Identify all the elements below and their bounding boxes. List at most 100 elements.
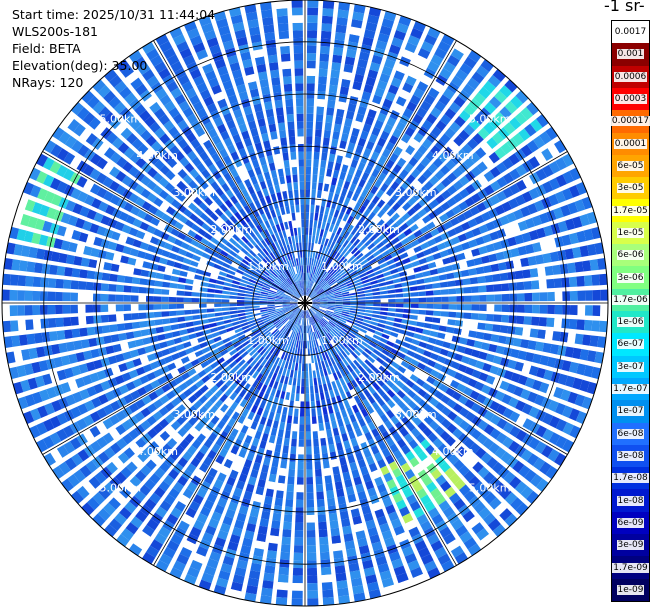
- gate-cell: [385, 379, 395, 389]
- gate-cell: [542, 181, 554, 194]
- gate-cell: [310, 307, 318, 313]
- gate-cell: [324, 313, 332, 318]
- gate-cell: [196, 108, 208, 119]
- gate-cell: [458, 201, 469, 211]
- gate-cell: [317, 514, 327, 523]
- gate-cell: [60, 212, 71, 224]
- gate-cell: [211, 443, 221, 454]
- gate-cell: [470, 286, 479, 293]
- gate-cell: [203, 232, 213, 241]
- gate-cell: [324, 325, 331, 333]
- gate-cell: [413, 229, 423, 238]
- gate-cell: [377, 112, 387, 123]
- gate-cell: [536, 478, 549, 492]
- gate-cell: [222, 262, 231, 269]
- gate-cell: [528, 187, 540, 200]
- gate-cell: [434, 100, 446, 112]
- gate-cell: [459, 188, 470, 199]
- gate-cell: [302, 272, 304, 281]
- gate-cell: [216, 320, 225, 326]
- gate-cell: [330, 527, 340, 537]
- gate-cell: [128, 227, 139, 237]
- gate-cell: [281, 254, 287, 263]
- gate-cell: [444, 264, 453, 272]
- gate-cell: [545, 126, 558, 141]
- gate-cell: [296, 113, 304, 122]
- gate-cell: [260, 222, 267, 231]
- gate-cell: [259, 303, 268, 306]
- gate-cell: [289, 301, 298, 303]
- gate-cell: [321, 445, 328, 454]
- gate-cell: [307, 257, 310, 266]
- gate-cell: [83, 414, 95, 427]
- gate-cell: [256, 224, 263, 233]
- gate-cell: [314, 284, 320, 292]
- gate-cell: [153, 228, 163, 238]
- gate-cell: [255, 281, 264, 287]
- gate-cell: [459, 484, 471, 497]
- colorbar-tick: 3e-05: [612, 177, 649, 200]
- gate-cell: [405, 75, 417, 87]
- gate-cell: [193, 519, 205, 531]
- gate-cell: [363, 29, 376, 40]
- gate-cell: [423, 365, 433, 374]
- gate-cell: [289, 453, 296, 462]
- gate-cell: [316, 259, 321, 268]
- colorbar-tick: 3e-08: [612, 444, 649, 468]
- gate-cell: [527, 255, 537, 266]
- gate-cell: [432, 217, 443, 227]
- gate-cell: [483, 471, 496, 484]
- gate-cell: [274, 298, 283, 301]
- gate-cell: [307, 310, 311, 318]
- gate-cell: [236, 36, 248, 47]
- gate-cell: [264, 256, 272, 264]
- gate-cell: [346, 233, 354, 242]
- gate-cell: [478, 285, 487, 293]
- gate-cell: [568, 318, 578, 330]
- gate-cell: [309, 273, 313, 282]
- gate-cell: [389, 443, 399, 454]
- gate-cell: [429, 352, 439, 361]
- gate-cell: [310, 204, 315, 213]
- gate-cell: [137, 62, 151, 75]
- gate-cell: [125, 522, 139, 535]
- gate-cell: [353, 395, 362, 404]
- gate-cell: [153, 368, 163, 378]
- gate-cell: [34, 218, 45, 231]
- gate-cell: [469, 205, 480, 216]
- gate-cell: [349, 295, 358, 298]
- gate-cell: [286, 483, 295, 493]
- gate-cell: [362, 226, 371, 235]
- gate-cell: [246, 284, 255, 289]
- gate-cell: [344, 323, 353, 330]
- gate-cell: [516, 281, 525, 291]
- gate-cell: [324, 273, 331, 281]
- gate-cell: [310, 293, 318, 299]
- gate-cell: [259, 518, 269, 528]
- gate-cell: [9, 289, 18, 301]
- gate-cell: [524, 304, 533, 314]
- azimuth-spoke: [304, 302, 568, 455]
- gate-cell: [412, 405, 423, 415]
- gate-cell: [314, 323, 319, 331]
- gate-cell: [290, 299, 298, 302]
- gate-cell: [464, 197, 475, 208]
- gate-cell: [229, 534, 241, 544]
- gate-cell: [430, 228, 440, 237]
- gate-cell: [284, 291, 292, 297]
- gate-cell: [400, 360, 410, 369]
- gate-cell: [268, 162, 276, 172]
- gate-cell: [391, 384, 401, 394]
- azimuth-spoke: [304, 302, 457, 566]
- gate-cell: [323, 343, 329, 352]
- gate-cell: [339, 267, 346, 275]
- gate-cell: [371, 314, 380, 319]
- gate-cell: [413, 445, 424, 456]
- gate-cell: [326, 350, 333, 359]
- gate-cell: [554, 291, 563, 302]
- gate-cell: [82, 374, 93, 386]
- gate-cell: [120, 65, 134, 78]
- gate-cell: [407, 196, 417, 206]
- gate-cell: [267, 335, 275, 343]
- gate-cell: [297, 128, 304, 137]
